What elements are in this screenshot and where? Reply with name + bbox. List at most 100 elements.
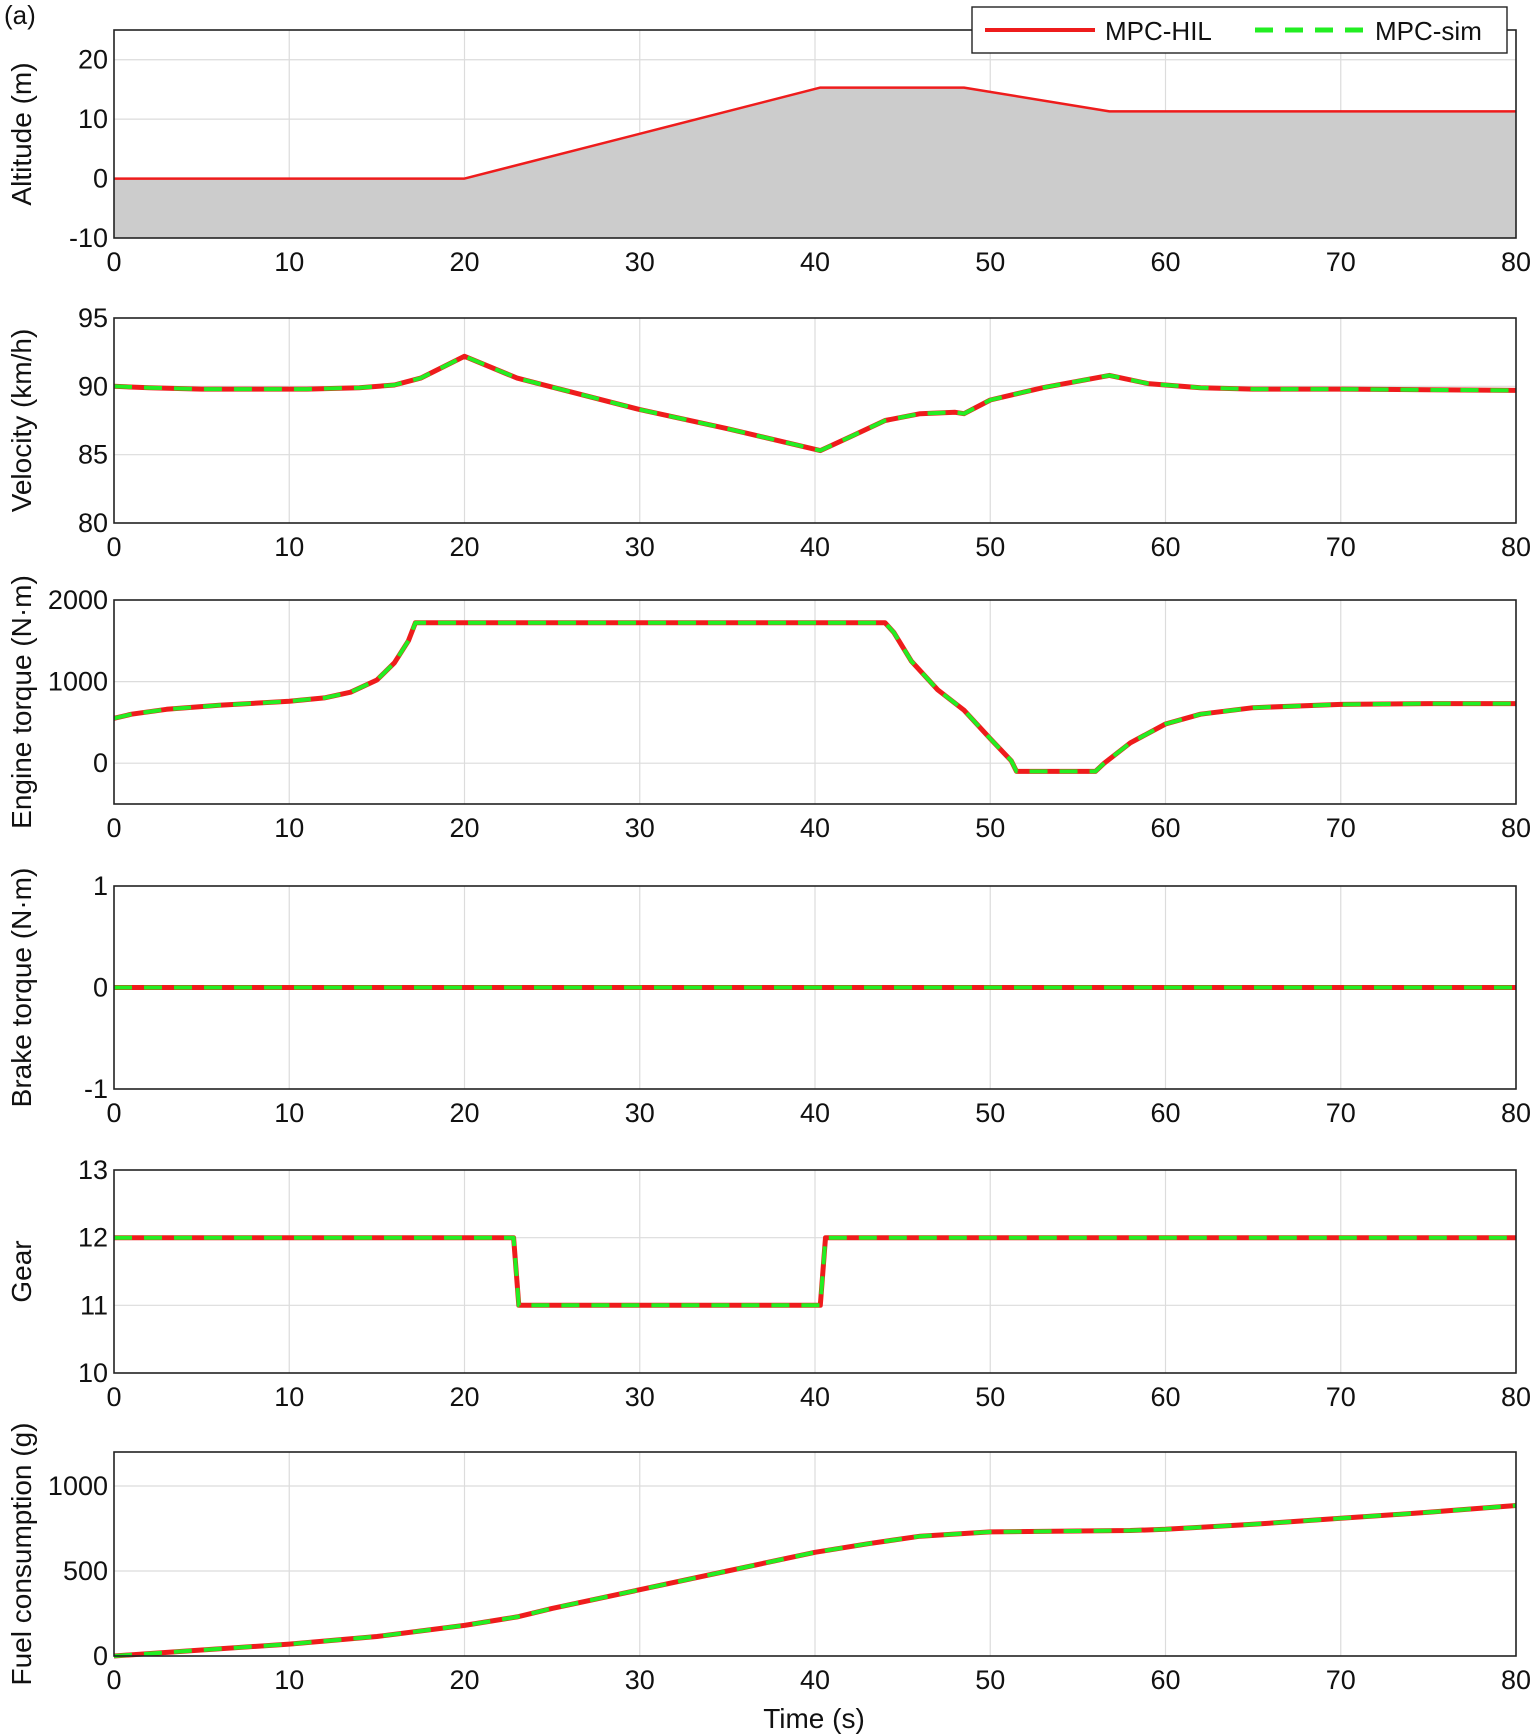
x-tick-label: 70 [1326, 1382, 1356, 1412]
x-tick-label: 0 [106, 247, 121, 277]
x-tick-label: 70 [1326, 1665, 1356, 1695]
y-tick-label: 13 [78, 1155, 108, 1185]
x-tick-label: 60 [1150, 813, 1180, 843]
x-tick-label: 30 [625, 1382, 655, 1412]
x-tick-label: 70 [1326, 813, 1356, 843]
altitude-area [114, 87, 1516, 238]
x-tick-label: 0 [106, 532, 121, 562]
x-tick-label: 10 [274, 1382, 304, 1412]
series-line-mpc-sim [114, 1235, 1516, 1308]
x-tick-label: 60 [1150, 1098, 1180, 1128]
x-tick-label: 70 [1326, 532, 1356, 562]
series-line-mpc-sim [113, 620, 1516, 774]
x-tick-label: 10 [274, 532, 304, 562]
axes-frame [113, 317, 1517, 524]
axes-frame [113, 1451, 1517, 1657]
x-tick-label: 40 [800, 1382, 830, 1412]
y-tick-label: -10 [69, 223, 108, 253]
axes-frame [113, 599, 1517, 805]
x-tick-label: 40 [800, 532, 830, 562]
x-tick-label: 80 [1501, 1382, 1531, 1412]
axes-frame [113, 885, 1517, 1090]
y-tick-label: 0 [93, 164, 108, 194]
x-tick-label: 60 [1150, 532, 1180, 562]
x-tick-label: 60 [1150, 1665, 1180, 1695]
x-tick-label: 30 [625, 1665, 655, 1695]
x-tick-label: 20 [449, 1098, 479, 1128]
x-tick-label: 70 [1326, 247, 1356, 277]
x-tick-label: 50 [975, 813, 1005, 843]
legend-label-mpc-hil: MPC-HIL [1105, 16, 1212, 46]
x-tick-label: 30 [625, 532, 655, 562]
y-tick-label: 11 [80, 1290, 108, 1320]
x-axis-label: Time (s) [763, 1703, 865, 1734]
x-tick-label: 10 [274, 1665, 304, 1695]
panel-tag: (a) [4, 0, 36, 30]
x-tick-label: 80 [1501, 1098, 1531, 1128]
y-tick-label: 1000 [48, 1471, 108, 1501]
x-tick-label: 50 [975, 1098, 1005, 1128]
x-tick-label: 10 [274, 247, 304, 277]
y-tick-label: 500 [63, 1556, 108, 1586]
subplot-engine-torque-n-m: 0 10 20 30 40 50 60 70 80 0 1000 2000 Engine torque … [6, 575, 1531, 843]
x-tick-label: 50 [975, 1382, 1005, 1412]
axes-frame [113, 29, 1517, 239]
y-tick-label: 95 [78, 303, 108, 333]
x-tick-label: 60 [1150, 247, 1180, 277]
y-tick-label: 0 [93, 1641, 108, 1671]
y-axis-label: Fuel consumption (g) [6, 1422, 37, 1685]
x-tick-label: 0 [106, 1098, 121, 1128]
x-tick-label: 60 [1150, 1382, 1180, 1412]
y-tick-label: 80 [78, 508, 108, 538]
y-tick-label: 10 [78, 1358, 108, 1388]
y-axis-label: Brake torque (N·m) [6, 868, 37, 1108]
y-axis-label: Gear [6, 1240, 37, 1302]
series-line-mpc-sim [113, 1503, 1517, 1658]
legend: MPC-HIL MPC-sim [971, 6, 1508, 54]
x-tick-label: 30 [625, 247, 655, 277]
x-tick-label: 50 [975, 1665, 1005, 1695]
y-tick-label: 20 [78, 45, 108, 75]
x-tick-label: 20 [449, 532, 479, 562]
y-tick-label: 0 [93, 973, 108, 1003]
x-tick-label: 80 [1501, 813, 1531, 843]
x-tick-label: 30 [625, 813, 655, 843]
x-tick-label: 10 [274, 813, 304, 843]
y-axis-label: Engine torque (N·m) [6, 575, 37, 829]
x-tick-label: 50 [975, 532, 1005, 562]
x-tick-label: 20 [449, 813, 479, 843]
subplot-velocity-km-h: 0 10 20 30 40 50 60 70 80 80 85 90 95 Velocity (km/h) [6, 303, 1531, 562]
y-tick-label: 1000 [48, 667, 108, 697]
x-tick-label: 20 [449, 1665, 479, 1695]
y-tick-label: 0 [93, 748, 108, 778]
series-line-mpc-sim [113, 354, 1517, 453]
y-tick-label: 90 [78, 371, 108, 401]
y-tick-label: 2000 [48, 585, 108, 615]
x-tick-label: 50 [975, 247, 1005, 277]
x-tick-label: 20 [449, 1382, 479, 1412]
x-tick-label: 80 [1501, 247, 1531, 277]
x-tick-label: 20 [449, 247, 479, 277]
y-tick-label: 12 [78, 1223, 108, 1253]
y-axis-label: Velocity (km/h) [6, 329, 37, 513]
x-tick-label: 0 [106, 1382, 121, 1412]
y-tick-label: -1 [84, 1074, 108, 1104]
x-tick-label: 0 [106, 1665, 121, 1695]
x-tick-label: 40 [800, 247, 830, 277]
y-tick-label: 10 [78, 104, 108, 134]
x-tick-label: 80 [1501, 1665, 1531, 1695]
y-tick-label: 85 [78, 440, 108, 470]
axes-frame [113, 1169, 1517, 1374]
x-tick-label: 30 [625, 1098, 655, 1128]
legend-label-mpc-sim: MPC-sim [1375, 16, 1482, 46]
subplot-fuel-consumption-g: 0 10 20 30 40 50 60 70 80 0 500 1000 Fuel consumptio… [6, 1422, 1531, 1695]
x-tick-label: 80 [1501, 532, 1531, 562]
y-axis-label: Altitude (m) [6, 62, 37, 205]
series-line-mpc-hil [114, 86, 1516, 180]
x-tick-label: 40 [800, 1665, 830, 1695]
